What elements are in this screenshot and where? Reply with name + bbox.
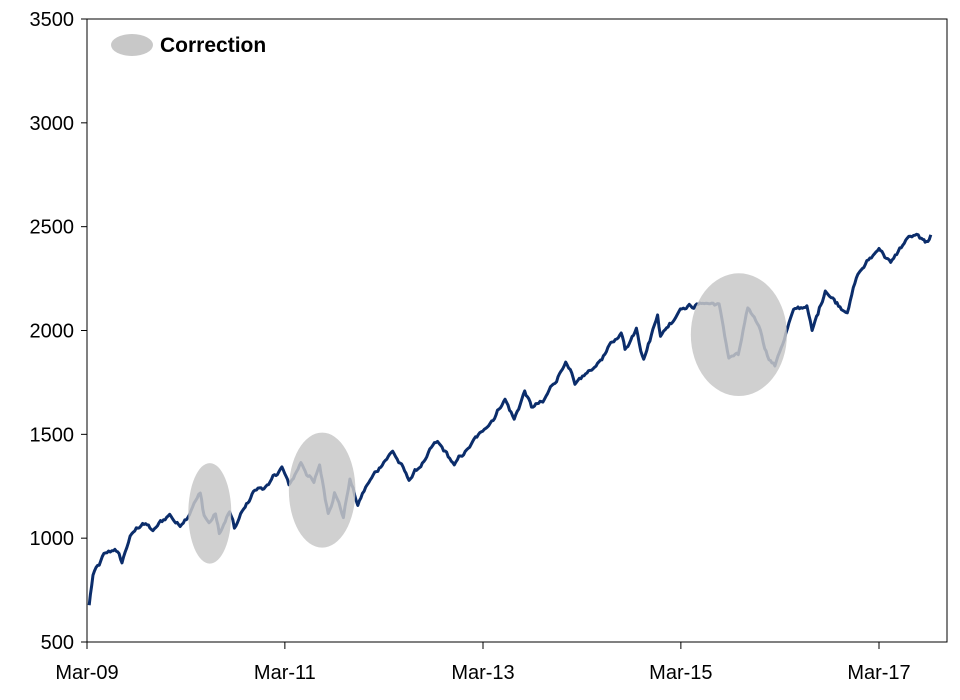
legend: Correction <box>111 34 266 57</box>
correction-ellipse <box>188 463 232 564</box>
correction-ellipse <box>690 273 787 397</box>
x-tick-label: Mar-17 <box>847 662 910 684</box>
y-tick-label: 1000 <box>30 528 75 550</box>
y-tick-label: 3000 <box>30 113 75 135</box>
plot-area <box>86 18 948 643</box>
x-tick-label: Mar-13 <box>451 662 514 684</box>
y-axis: 500 1000 1500 2000 2500 3000 3500 <box>30 9 87 654</box>
y-tick-label: 2000 <box>30 321 75 343</box>
legend-correction-marker <box>111 34 153 56</box>
x-axis: Mar-09 Mar-11 Mar-13 Mar-15 Mar-17 <box>55 642 911 684</box>
x-tick-label: Mar-15 <box>649 662 712 684</box>
legend-label-correction: Correction <box>160 34 266 57</box>
x-tick-label: Mar-09 <box>55 662 118 684</box>
correction-ellipses <box>188 273 787 564</box>
x-tick-label: Mar-11 <box>254 662 316 684</box>
y-tick-label: 3500 <box>30 9 75 31</box>
y-tick-label: 1500 <box>30 424 75 446</box>
correction-ellipse <box>288 432 356 548</box>
y-tick-label: 2500 <box>30 217 75 239</box>
y-tick-label: 500 <box>41 632 74 654</box>
